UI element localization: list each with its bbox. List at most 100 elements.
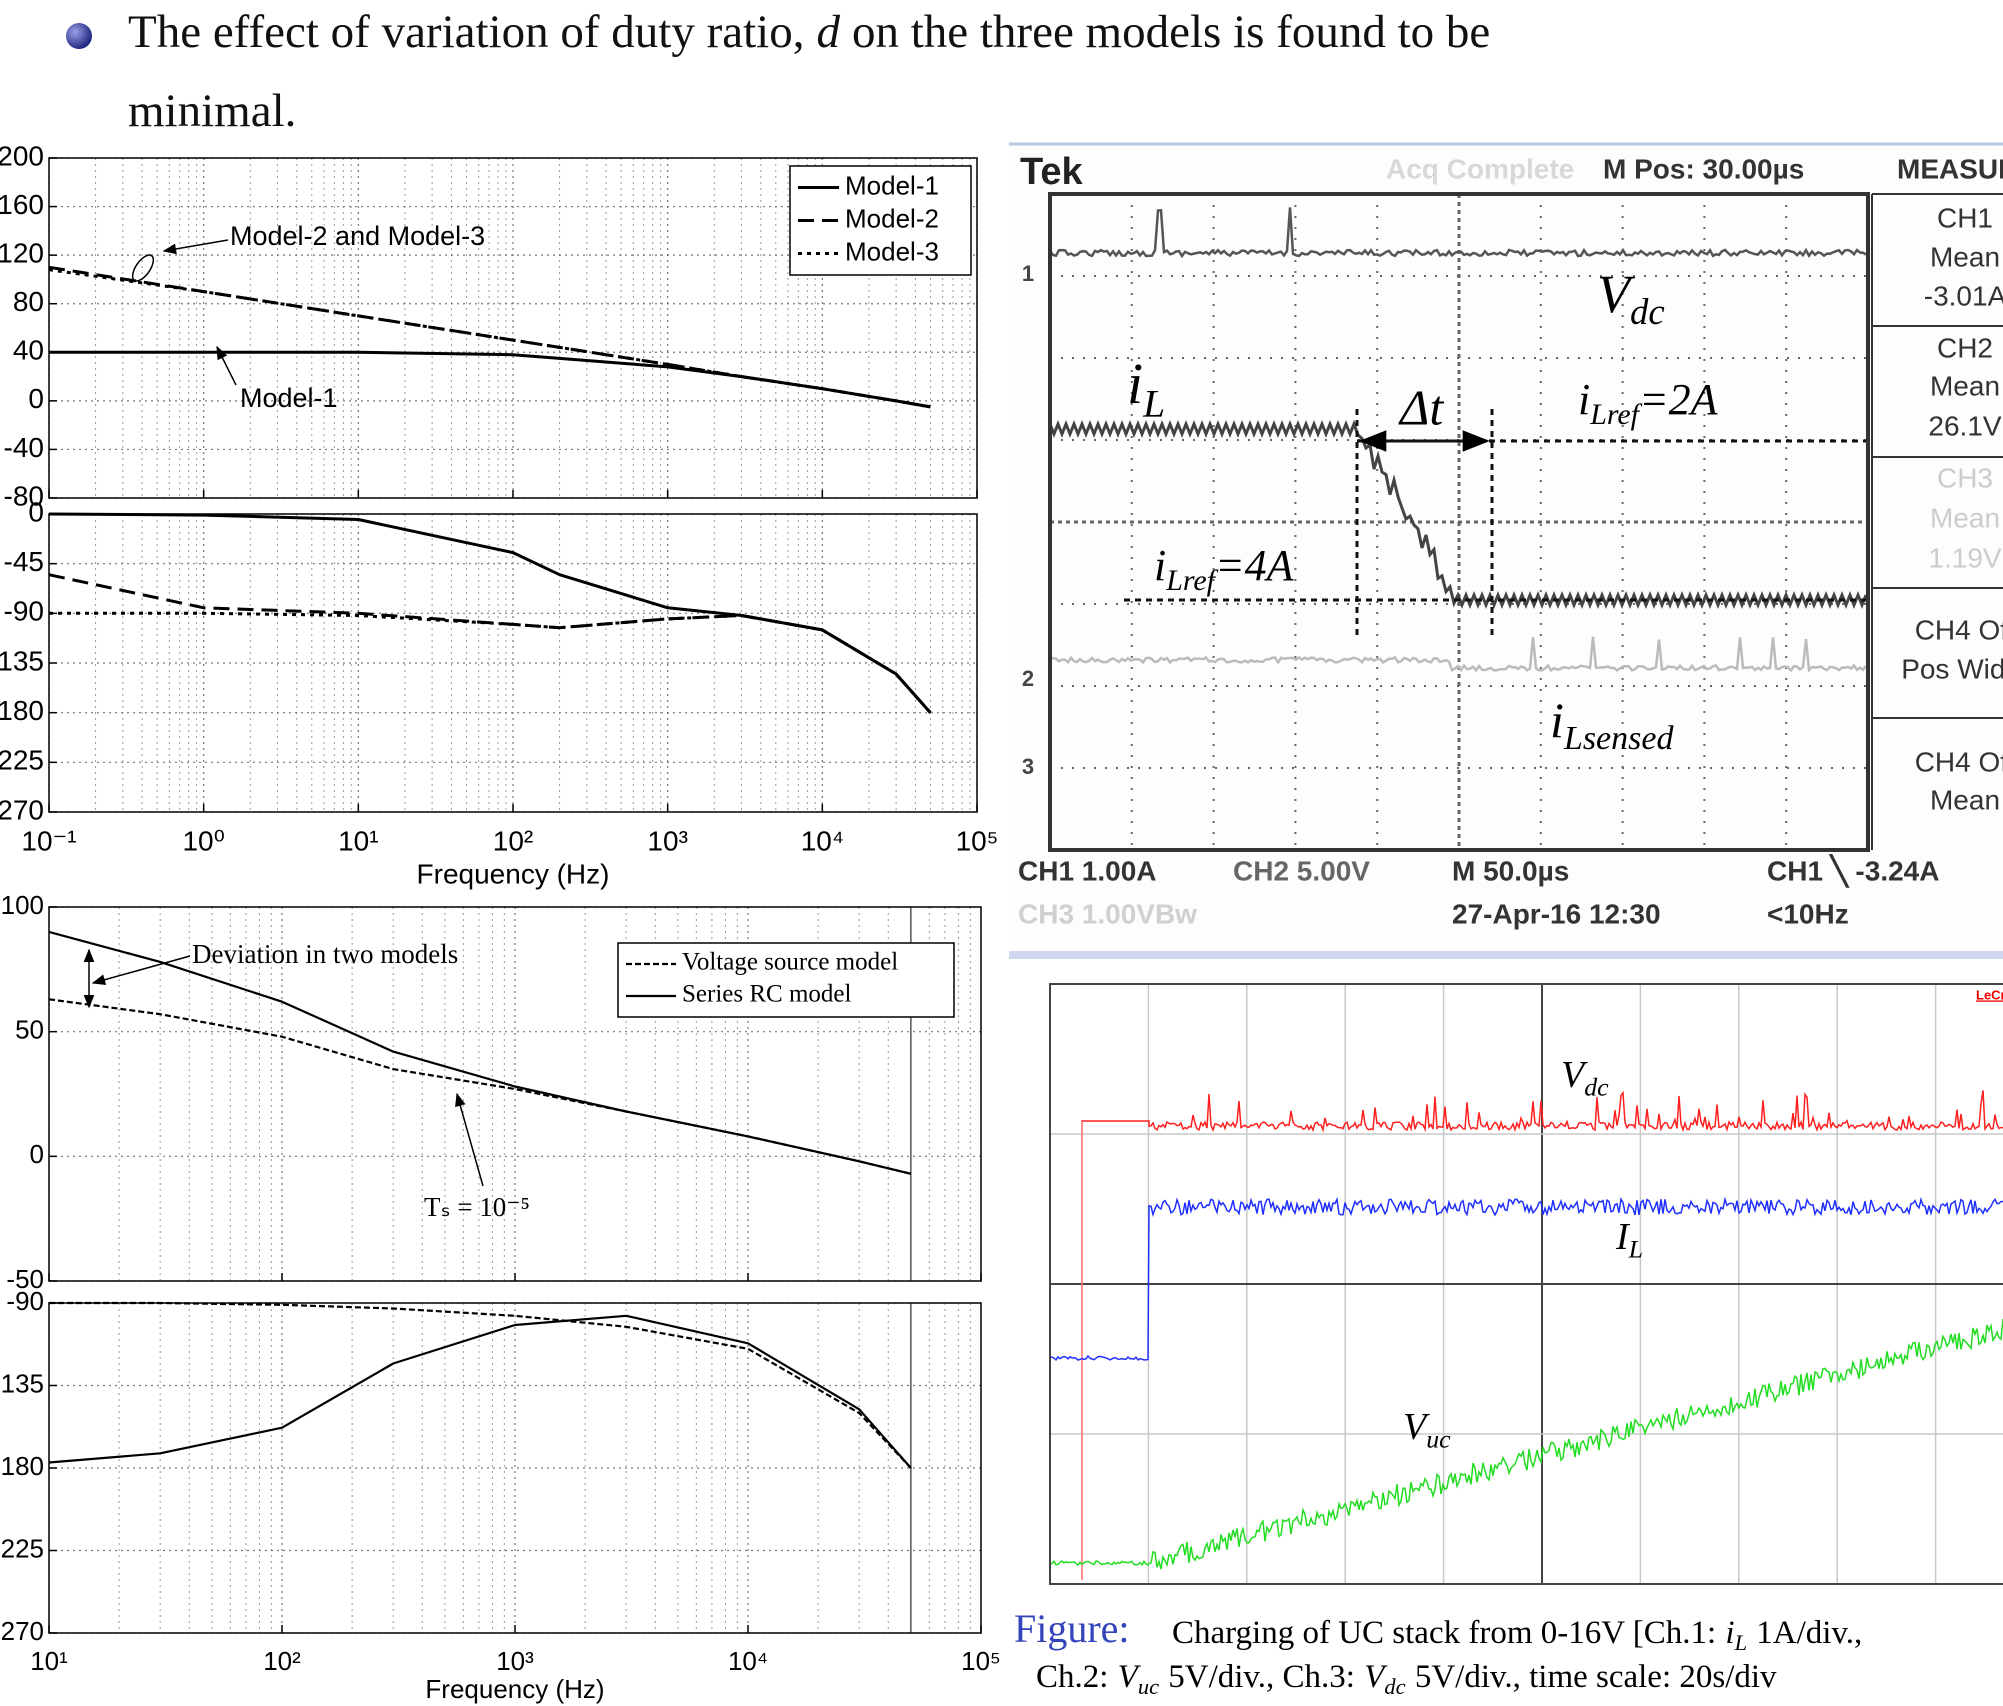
scope-footer: CH3 1.00VBw (1018, 898, 1197, 929)
y-tick-label: -225 (0, 745, 44, 776)
y-tick-label: -180 (0, 695, 44, 726)
caption-text: Charging of UC stack from 0-16V [Ch.1:iL… (1172, 1615, 1862, 1655)
slide: The effect of variation of duty ratio,do… (0, 0, 2003, 1706)
scope-measurement: Mean (1930, 502, 2000, 533)
annotation: Deviation in two models (192, 939, 458, 969)
scope-measurement: Mean (1930, 370, 2000, 401)
lecroy-scope: LeCroyVdcILVuc (1009, 951, 2003, 1597)
scope-measurement: Mean (1930, 784, 2000, 815)
scope-measurement: 26.1V (1928, 410, 2001, 441)
channel-marker: 2 (1022, 666, 1034, 691)
scope-measurement: CH4 Off (1915, 614, 2003, 645)
caption-text-part: Charging of UC stack from 0-16V [Ch.1: (1172, 1615, 1716, 1651)
scope-footer: 27-Apr-16 12:30 (1452, 898, 1661, 929)
y-tick-label: 50 (15, 1015, 44, 1045)
y-tick-label: 0 (28, 383, 44, 414)
caption-text-part: i (1725, 1615, 1734, 1651)
annotation-part: =2A (1639, 375, 1719, 424)
legend-label: Model-3 (845, 236, 939, 266)
annotation-part: Lsensed (1563, 720, 1675, 757)
legend-label: Model-2 (845, 203, 939, 233)
tek-scope: TekAcq CompleteM Pos: 30.00µsMEASURECH1M… (1009, 143, 2003, 945)
y-tick-label: 80 (13, 286, 44, 317)
caption-text-part: 1A/div., (1756, 1615, 1862, 1651)
caption-text-part: Ch.2: (1036, 1659, 1108, 1695)
x-tick-label: 10⁰ (182, 825, 224, 856)
x-tick-label: 10⁵ (961, 1646, 1001, 1676)
bullet-part: The effect of variation of duty ratio, (128, 6, 804, 58)
scope-footer: <10Hz (1767, 898, 1849, 929)
scope-footer: CH2 5.00V (1233, 855, 1370, 886)
caption-text-part: 5V/div., time scale: 20s/div (1415, 1659, 1777, 1695)
annotation-part: i (1550, 692, 1564, 748)
scope-measurement: CH2 (1937, 332, 1993, 363)
annotation-part: i (1127, 351, 1143, 416)
annotation-part: dc (1584, 1072, 1609, 1101)
bullet-part: d (816, 6, 840, 58)
x-tick-label: 10⁴ (728, 1646, 768, 1676)
scope-measurement: Mean (1930, 241, 2000, 272)
y-tick-label: -90 (6, 1286, 44, 1316)
annotation-part: L (1142, 381, 1165, 425)
x-tick-label: 10⁵ (956, 825, 999, 856)
x-axis-title: Frequency (Hz) (425, 1674, 604, 1704)
legend-label: Model-1 (845, 170, 939, 200)
scope-background (1009, 961, 2003, 1597)
x-tick-label: 10² (263, 1646, 301, 1676)
x-tick-label: 10⁻¹ (21, 825, 76, 856)
scope-footer: CH1 1.00A (1018, 855, 1157, 886)
x-tick-label: 10² (493, 825, 533, 856)
y-tick-label: -270 (0, 794, 44, 825)
caption-text-part: dc (1384, 1674, 1405, 1699)
channel-marker: 1 (1022, 261, 1034, 286)
y-tick-label: 100 (1, 890, 44, 920)
y-tick-label: 0 (28, 496, 44, 527)
channel-marker: 3 (1022, 754, 1034, 779)
scope-brand: LeCroy (1976, 987, 2003, 1002)
x-tick-label: 10³ (647, 825, 687, 856)
y-tick-label: -135 (0, 1368, 44, 1398)
annotation-part: i (1578, 375, 1590, 424)
y-tick-label: 40 (13, 335, 44, 366)
y-tick-label: -40 (4, 432, 44, 463)
annotation-part: =4A (1215, 541, 1295, 590)
scope-measurement: CH4 Off (1915, 746, 2003, 777)
scope-footer: CH1 ╲ -3.24A (1767, 853, 1939, 888)
bullet-text: minimal. (128, 85, 296, 137)
scope-footer: M 50.0µs (1452, 855, 1569, 886)
legend-label: Series RC model (682, 981, 851, 1008)
x-tick-label: 10¹ (30, 1646, 68, 1676)
annotation-part: uc (1426, 1424, 1451, 1453)
scope-measurement: 1.19V (1928, 542, 2001, 573)
y-tick-label: -45 (4, 546, 44, 577)
separator-band (1009, 951, 2003, 959)
scope-menu: MEASURE (1897, 153, 2003, 184)
x-tick-label: 10³ (496, 1646, 534, 1676)
scope-position: M Pos: 30.00µs (1603, 153, 1804, 184)
y-tick-label: -180 (0, 1451, 44, 1481)
annotation: Tₛ = 10⁻⁵ (424, 1192, 530, 1222)
y-tick-label: -135 (0, 645, 44, 676)
annotation-part: Lref (1165, 564, 1218, 597)
scope-status: Acq Complete (1386, 153, 1574, 184)
charts: 20016012080400-40-80Model-1Model-2Model-… (0, 140, 1001, 1703)
scope-measurement: CH1 (1937, 202, 1993, 233)
y-tick-label: 0 (30, 1139, 44, 1169)
annotation-part: dc (1630, 292, 1665, 333)
caption-label: Figure: (1014, 1606, 1130, 1651)
annotation: Model-2 and Model-3 (230, 221, 485, 251)
annotation: Δt (1398, 379, 1444, 435)
bullet-part: on the three models is found to be (852, 6, 1490, 58)
annotation-part: L (1628, 1234, 1643, 1263)
scope-measurement: -3.01A (1924, 280, 2003, 311)
y-tick-label: -270 (0, 1616, 44, 1646)
y-tick-label: -90 (4, 596, 44, 627)
legend-label: Voltage source model (682, 949, 898, 976)
annotation: Model-1 (240, 383, 338, 413)
x-axis-title: Frequency (Hz) (417, 858, 610, 889)
annotation-part: i (1154, 541, 1166, 590)
page-body: {"bullet": {"parts": ["The effect of var… (0, 0, 2003, 1706)
x-tick-label: 10¹ (338, 825, 378, 856)
x-tick-label: 10⁴ (801, 825, 844, 856)
caption-text-part: 5V/div., Ch.3: (1168, 1659, 1355, 1695)
